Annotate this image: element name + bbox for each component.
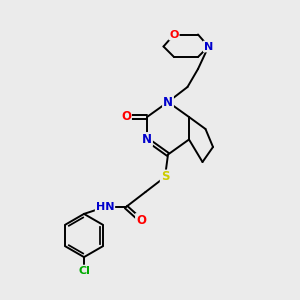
Text: O: O xyxy=(121,110,131,124)
Text: S: S xyxy=(161,170,169,184)
Text: O: O xyxy=(136,214,146,227)
Text: N: N xyxy=(204,41,213,52)
Text: O: O xyxy=(169,29,179,40)
Text: Cl: Cl xyxy=(78,266,90,276)
Text: HN: HN xyxy=(96,202,114,212)
Text: N: N xyxy=(142,133,152,146)
Text: N: N xyxy=(163,95,173,109)
